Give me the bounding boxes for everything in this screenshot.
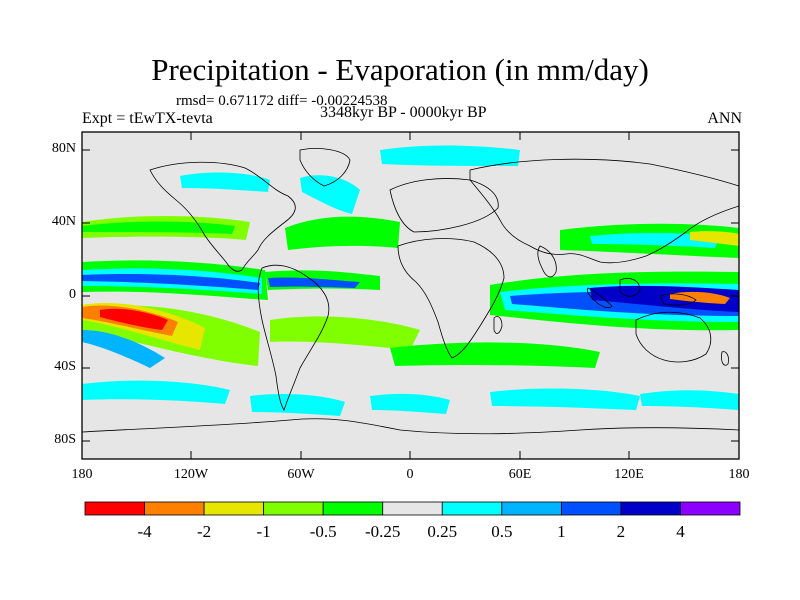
coast-antarctica bbox=[82, 418, 739, 435]
coast-newguinea bbox=[659, 293, 697, 306]
colorbar-label: 4 bbox=[676, 522, 685, 541]
coast-madagascar bbox=[493, 316, 503, 334]
coast-new-zealand bbox=[721, 351, 729, 366]
spcz-blue bbox=[82, 330, 165, 368]
colorbar-label: -0.25 bbox=[365, 522, 401, 541]
colorbar-box bbox=[382, 501, 443, 516]
coast-australia bbox=[635, 311, 712, 363]
colorbar-box bbox=[560, 501, 622, 516]
lon-label: 180 bbox=[728, 467, 750, 482]
coast-borneo bbox=[619, 278, 641, 297]
coast-north-america bbox=[149, 161, 296, 272]
season-label: ANN bbox=[707, 110, 742, 127]
rmsd-diff-stats: rmsd= 0.671172 diff= -0.00224538 bbox=[176, 93, 388, 109]
colorbar-label: 1 bbox=[557, 522, 566, 541]
southern-cyan-3 bbox=[490, 388, 640, 410]
lon-label: 60W bbox=[287, 467, 315, 482]
colorbar bbox=[84, 501, 741, 516]
pacific-itcz-blue bbox=[82, 273, 260, 290]
lat-label: 40S bbox=[54, 359, 76, 374]
coast-asia bbox=[469, 158, 739, 264]
colorbar-box bbox=[501, 501, 562, 516]
lon-label: 180 bbox=[71, 467, 93, 482]
colorbar-label: 2 bbox=[616, 522, 626, 541]
nw-pacific-yellow bbox=[690, 231, 739, 246]
coastlines bbox=[82, 148, 739, 435]
colorbar-label: 0.5 bbox=[491, 522, 513, 541]
coast-sumatra bbox=[587, 287, 613, 308]
lon-label: 120W bbox=[173, 467, 209, 482]
coast-india bbox=[537, 245, 557, 278]
coast-greenland bbox=[299, 148, 351, 187]
lon-label: 120E bbox=[614, 467, 644, 482]
southern-cyan-2 bbox=[250, 394, 345, 416]
colorbar-box bbox=[680, 501, 741, 516]
colorbar-box bbox=[144, 501, 205, 516]
colorbar-label: -1 bbox=[256, 522, 271, 541]
coast-europe bbox=[389, 178, 499, 233]
atlantic-itcz-blue bbox=[268, 277, 360, 288]
lat-label: 40N bbox=[51, 214, 76, 229]
lat-label: 80N bbox=[51, 141, 76, 156]
nw-pacific-cyan bbox=[590, 233, 720, 248]
lat-label: 80S bbox=[54, 432, 76, 447]
southern-ocean-green bbox=[390, 342, 600, 368]
se-pacific-red bbox=[100, 308, 168, 330]
colorbar-box bbox=[620, 501, 681, 516]
colorbar-label: -2 bbox=[196, 522, 212, 541]
colorbar-box bbox=[322, 501, 384, 516]
southern-cyan-5 bbox=[370, 393, 450, 414]
field-contours bbox=[82, 145, 739, 416]
north-atlantic-cyan bbox=[300, 175, 360, 214]
lon-label: 0 bbox=[406, 467, 414, 482]
colorbar-label: -4 bbox=[137, 522, 152, 541]
time-period: 3348kyr BP - 0000kyr BP bbox=[320, 104, 487, 121]
colorbar-box bbox=[441, 501, 503, 516]
coast-africa bbox=[397, 238, 505, 359]
southern-cyan-1 bbox=[82, 380, 230, 404]
lat-label: 0 bbox=[69, 287, 76, 302]
coast-south-america bbox=[257, 264, 330, 411]
lon-label: 60E bbox=[508, 467, 532, 482]
colorbar-label: -0.5 bbox=[309, 522, 337, 541]
colorbar-box bbox=[263, 501, 324, 516]
colorbar-box bbox=[84, 501, 145, 516]
arctic-cyan-1 bbox=[180, 172, 270, 192]
north-atlantic-green bbox=[285, 216, 400, 250]
colorbar-box bbox=[203, 501, 265, 516]
colorbar-label: 0.25 bbox=[427, 522, 458, 541]
south-atlantic-green bbox=[270, 316, 420, 350]
southern-cyan-4 bbox=[640, 390, 739, 410]
axis-ticks bbox=[82, 132, 739, 459]
experiment-label: Expt = tEwTX-tevta bbox=[82, 110, 213, 127]
north-pacific-cyan bbox=[82, 221, 235, 234]
chart-title: Precipitation - Evaporation (in mm/day) bbox=[151, 52, 649, 87]
arctic-cyan-2 bbox=[380, 145, 520, 166]
